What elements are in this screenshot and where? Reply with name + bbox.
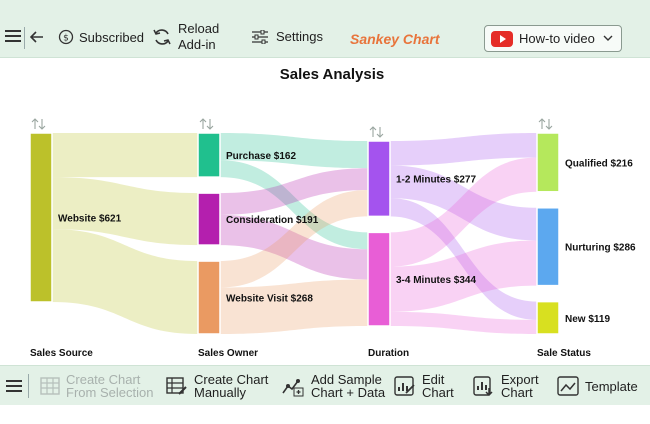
sliders-icon xyxy=(252,29,268,44)
chart-area: Website $621 Purchase $162 Consideration $… xyxy=(0,58,650,365)
sort-arrows-icon[interactable] xyxy=(369,126,384,138)
add-sample-line1: Add Sample xyxy=(311,372,382,387)
bottom-toolbar: Create Chart From Selection Create Chart… xyxy=(0,365,650,405)
sankey-node-purchase[interactable] xyxy=(197,132,221,178)
sankey-node-qualified[interactable] xyxy=(536,132,560,193)
brand-title: Sankey Chart xyxy=(350,31,440,47)
reload-icon xyxy=(153,29,171,45)
menu-icon[interactable] xyxy=(5,29,21,43)
sankey-link-14 xyxy=(390,311,537,334)
edit-chart-icon xyxy=(394,376,415,396)
svg-text:$: $ xyxy=(63,34,69,44)
sankey-node-consideration[interactable] xyxy=(197,192,221,246)
sankey-link-13 xyxy=(390,240,537,312)
template-button[interactable]: Template xyxy=(557,376,638,396)
reload-addin-button[interactable]: Reload Add-in xyxy=(152,21,219,53)
page-background xyxy=(0,405,650,424)
reload-label-line2: Add-in xyxy=(178,37,216,52)
sort-arrows-icon[interactable] xyxy=(538,118,553,130)
settings-button[interactable]: Settings xyxy=(252,29,323,44)
sankey-node-label: Website Visit $268 xyxy=(226,294,313,305)
sankey-link-7 xyxy=(220,189,368,288)
dollar-circle-icon: $ xyxy=(58,29,74,45)
edit-chart-button[interactable]: Edit Chart xyxy=(394,373,454,399)
sankey-node-website-visit[interactable] xyxy=(197,260,221,335)
export-chart-button[interactable]: Export Chart xyxy=(473,373,539,399)
bottom-menu-icon[interactable] xyxy=(6,379,22,393)
reload-label: Reload Add-in xyxy=(178,21,219,53)
table-icon xyxy=(40,377,60,395)
settings-label: Settings xyxy=(276,29,323,44)
sankey-node-label: Website $621 xyxy=(58,214,122,225)
edit-chart-line1: Edit xyxy=(422,372,445,387)
sankey-link-1 xyxy=(52,177,198,246)
create-from-selection-line1: Create Chart xyxy=(66,372,141,387)
grid-edit-icon xyxy=(166,377,187,395)
howto-video-dropdown[interactable]: How-to video xyxy=(484,25,622,52)
sankey-labels: Website $621 Purchase $162 Consideration $… xyxy=(30,151,636,359)
sankey-node-1-2-minutes[interactable] xyxy=(367,140,391,218)
template-label: Template xyxy=(585,378,638,394)
sankey-link-10 xyxy=(390,165,537,241)
sankey-node-label: 1-2 Minutes $277 xyxy=(396,175,476,186)
sankey-node-nurturing[interactable] xyxy=(536,207,560,287)
sankey-node-label: 3-4 Minutes $344 xyxy=(396,275,476,286)
chart-title: Sales Analysis xyxy=(280,66,385,83)
sankey-link-6 xyxy=(220,214,368,280)
sort-handles xyxy=(31,118,553,138)
bottom-toolbar-divider xyxy=(28,374,29,398)
add-sample-chart-button[interactable]: Add Sample Chart + Data xyxy=(281,373,385,399)
sankey-link-8 xyxy=(220,279,368,334)
sankey-node-label: Qualified $216 xyxy=(565,158,633,169)
sankey-chart: Website $621 Purchase $162 Consideration $… xyxy=(29,66,636,359)
export-icon xyxy=(473,376,493,396)
sankey-link-11 xyxy=(390,198,537,320)
sankey-node-label: Nurturing $286 xyxy=(565,243,636,254)
sankey-link-9 xyxy=(390,133,537,166)
export-chart-line2: Chart xyxy=(501,385,533,400)
sort-arrows-icon[interactable] xyxy=(199,118,214,130)
howto-label: How-to video xyxy=(519,31,595,46)
sankey-node-label: New $119 xyxy=(565,314,610,325)
edit-chart-line2: Chart xyxy=(422,385,454,400)
sample-chart-icon xyxy=(282,379,304,397)
stage-label: Sales Owner xyxy=(198,348,258,359)
stage-label: Sales Source xyxy=(30,348,93,359)
create-manually-line1: Create Chart xyxy=(194,372,269,387)
stage-label: Sale Status xyxy=(537,348,591,359)
create-from-selection-line2: From Selection xyxy=(66,385,154,400)
back-arrow-icon[interactable] xyxy=(30,31,44,43)
sankey-link-0 xyxy=(52,133,198,178)
sankey-links xyxy=(52,133,537,334)
create-manually-line2: Manually xyxy=(194,385,247,400)
sankey-node-website[interactable] xyxy=(29,132,53,303)
sankey-node-new[interactable] xyxy=(536,300,560,335)
sankey-node-3-4-minutes[interactable] xyxy=(367,231,391,327)
subscribed-button[interactable]: $ Subscribed xyxy=(58,29,144,45)
toolbar-divider xyxy=(24,27,25,49)
reload-label-line1: Reload xyxy=(178,21,220,36)
top-toolbar: $ Subscribed Reload Add-in Settings Sank… xyxy=(0,0,650,58)
add-sample-line2: Chart + Data xyxy=(311,385,386,400)
sankey-node-label: Purchase $162 xyxy=(226,151,296,162)
sankey-nodes xyxy=(29,132,560,335)
sankey-link-3 xyxy=(220,133,368,169)
create-chart-from-selection-button[interactable]: Create Chart From Selection xyxy=(40,373,153,399)
export-chart-line1: Export xyxy=(501,372,539,387)
sankey-link-5 xyxy=(220,168,368,215)
template-icon xyxy=(557,376,579,396)
create-chart-manually-button[interactable]: Create Chart Manually xyxy=(166,373,268,399)
sort-arrows-icon[interactable] xyxy=(31,118,46,130)
chevron-down-icon xyxy=(603,35,613,41)
subscribed-label: Subscribed xyxy=(79,29,145,45)
sankey-link-4 xyxy=(220,160,368,250)
stage-label: Duration xyxy=(368,348,409,359)
sankey-link-2 xyxy=(52,229,198,334)
sankey-node-label: Consideration $191 xyxy=(226,215,319,226)
youtube-icon xyxy=(491,30,513,47)
sankey-link-12 xyxy=(390,157,537,267)
